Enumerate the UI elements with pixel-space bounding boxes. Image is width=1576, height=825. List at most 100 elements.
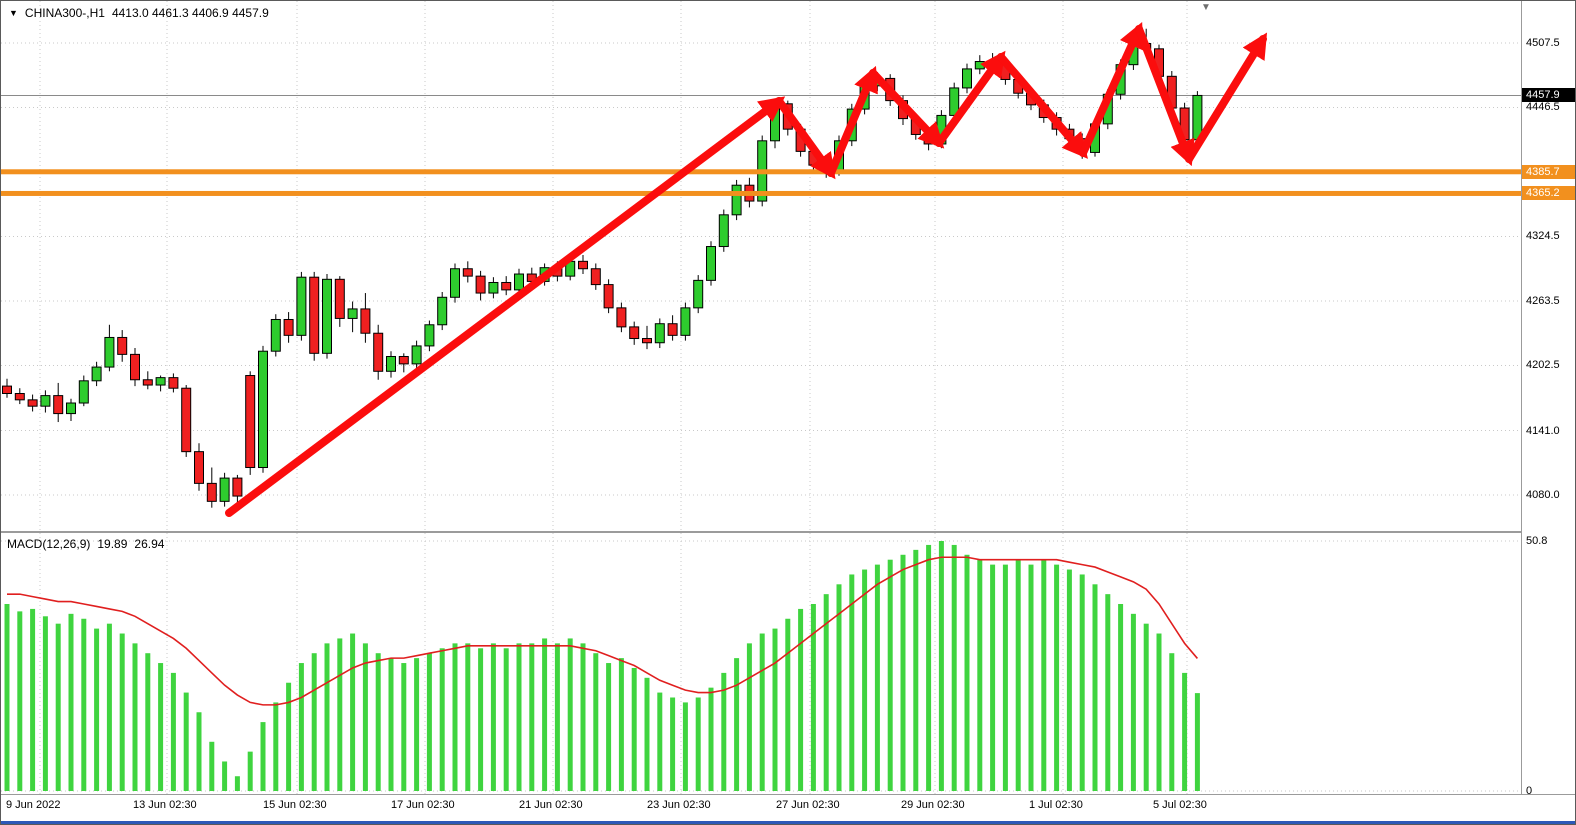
macd-histogram-bar [452,643,458,791]
macd-axis-zero-label: 0 [1526,785,1533,797]
candle-body [693,279,704,309]
macd-histogram-bar [542,638,548,791]
candle-body [66,402,76,415]
price-chart-panel[interactable]: ▼ CHINA300-,H1 4413.0 4461.3 4406.9 4457… [1,1,1521,531]
macd-histogram-bar [567,638,573,791]
macd-histogram-bar [106,623,112,791]
candle-body [450,268,460,298]
macd-histogram-bar [938,541,944,791]
price-axis-label: 4141.0 [1526,424,1560,437]
macd-histogram-bar [490,643,496,791]
macd-histogram-bar [81,618,87,791]
candle-body [514,273,524,291]
candle-body [181,387,192,453]
price-axis-label: 4324.5 [1526,230,1560,243]
macd-name: MACD(12,26,9) [7,537,91,551]
macd-indicator-panel[interactable]: MACD(12,26,9) 19.89 26.94 [1,533,1521,794]
macd-histogram-bar [695,697,701,791]
macd-histogram-bar [209,741,215,791]
symbol-ohlc: 4413.0 4461.3 4406.9 4457.9 [111,6,269,20]
candle-body [718,214,729,248]
macd-histogram-bar [874,564,880,791]
macd-histogram-bar [158,663,164,791]
macd-histogram-bar [810,603,816,791]
candle-body [680,307,691,336]
macd-histogram-bar [670,697,676,791]
macd-histogram-bar [1092,584,1098,791]
candle-body [590,268,601,286]
macd-histogram-bar [631,667,637,791]
candle-body [219,477,230,502]
macd-histogram-bar [145,653,151,791]
symbol-dropdown-icon[interactable]: ▼ [9,8,18,18]
level-price-tag: 4385.7 [1522,164,1575,179]
macd-axis-max-label: 50.8 [1526,535,1548,547]
macd-histogram-bar [337,638,343,791]
macd-histogram-bar [1066,569,1072,791]
macd-histogram-bar [759,633,765,791]
time-axis-label: 9 Jun 2022 [6,799,61,811]
macd-histogram-bar [414,658,420,791]
zigzag-arrow-segment [997,53,1088,159]
macd-histogram-bar [785,618,791,791]
scroll-to-end-marker[interactable]: ▼ [1201,2,1211,13]
price-chart-canvas[interactable] [1,1,1521,531]
macd-histogram-bar [222,761,228,791]
macd-indicator-label: MACD(12,26,9) 19.89 26.94 [7,537,164,551]
macd-histogram-bar [426,653,432,791]
candle-body [245,375,256,469]
candle-body [731,184,742,216]
macd-canvas[interactable] [1,533,1521,794]
price-axis[interactable]: 4507.5 4446.5 4324.5 4263.5 4202.5 4141.0 4080… [1521,1,1575,797]
macd-histogram-bar [721,672,727,791]
time-axis[interactable]: 9 Jun 2022 13 Jun 02:30 15 Jun 02:30 17 Jun… [1,795,1575,821]
macd-histogram-bar [42,616,48,791]
price-axis-label: 4446.5 [1526,101,1560,114]
candle-body [130,353,140,381]
current-price-tag: 4457.9 [1522,88,1575,103]
candle-body [27,399,38,407]
candle-body [603,284,614,309]
macd-histogram-bar [350,633,356,791]
candle-body [360,308,371,334]
macd-histogram-bar [132,643,138,791]
candle-body [78,380,89,404]
candle-body [616,307,627,328]
time-axis-label: 15 Jun 02:30 [263,799,327,811]
trend-arrow [225,96,786,517]
macd-histogram-bar [478,648,484,791]
macd-histogram-bar [286,682,292,791]
level-price-tag: 4365.2 [1522,186,1575,201]
time-axis-label: 27 Jun 02:30 [776,799,840,811]
macd-histogram-bar [1156,633,1162,791]
macd-histogram-bar [1130,613,1136,791]
bottom-strip [1,821,1575,824]
candle-body [347,308,358,319]
candle-body [974,61,985,70]
zigzag-arrow-segment [1079,22,1144,157]
macd-histogram-bar [823,594,829,791]
macd-histogram-bar [4,603,10,791]
candle-body [411,345,422,365]
macd-value: 19.89 [97,537,128,551]
candle-body [667,323,678,336]
macd-histogram-bar [17,611,23,791]
price-axis-label: 4507.5 [1526,37,1560,49]
candle-body [424,324,435,347]
macd-histogram-bar [1182,672,1188,791]
macd-histogram-bar [657,692,663,791]
time-axis-divider [1,794,1575,795]
macd-histogram-bar [30,608,36,791]
panel-divider[interactable] [1,531,1521,533]
candle-body [962,68,972,89]
horizontal-level-line [1,190,1521,196]
macd-histogram-bar [964,554,970,791]
candle-body [168,377,179,389]
macd-histogram-bar [849,574,855,791]
macd-histogram-bar [465,643,471,791]
macd-histogram-bar [503,648,509,791]
candle-body [578,260,588,270]
candle-body [334,278,345,319]
candle-body [142,379,153,386]
macd-histogram-bar [324,643,330,791]
